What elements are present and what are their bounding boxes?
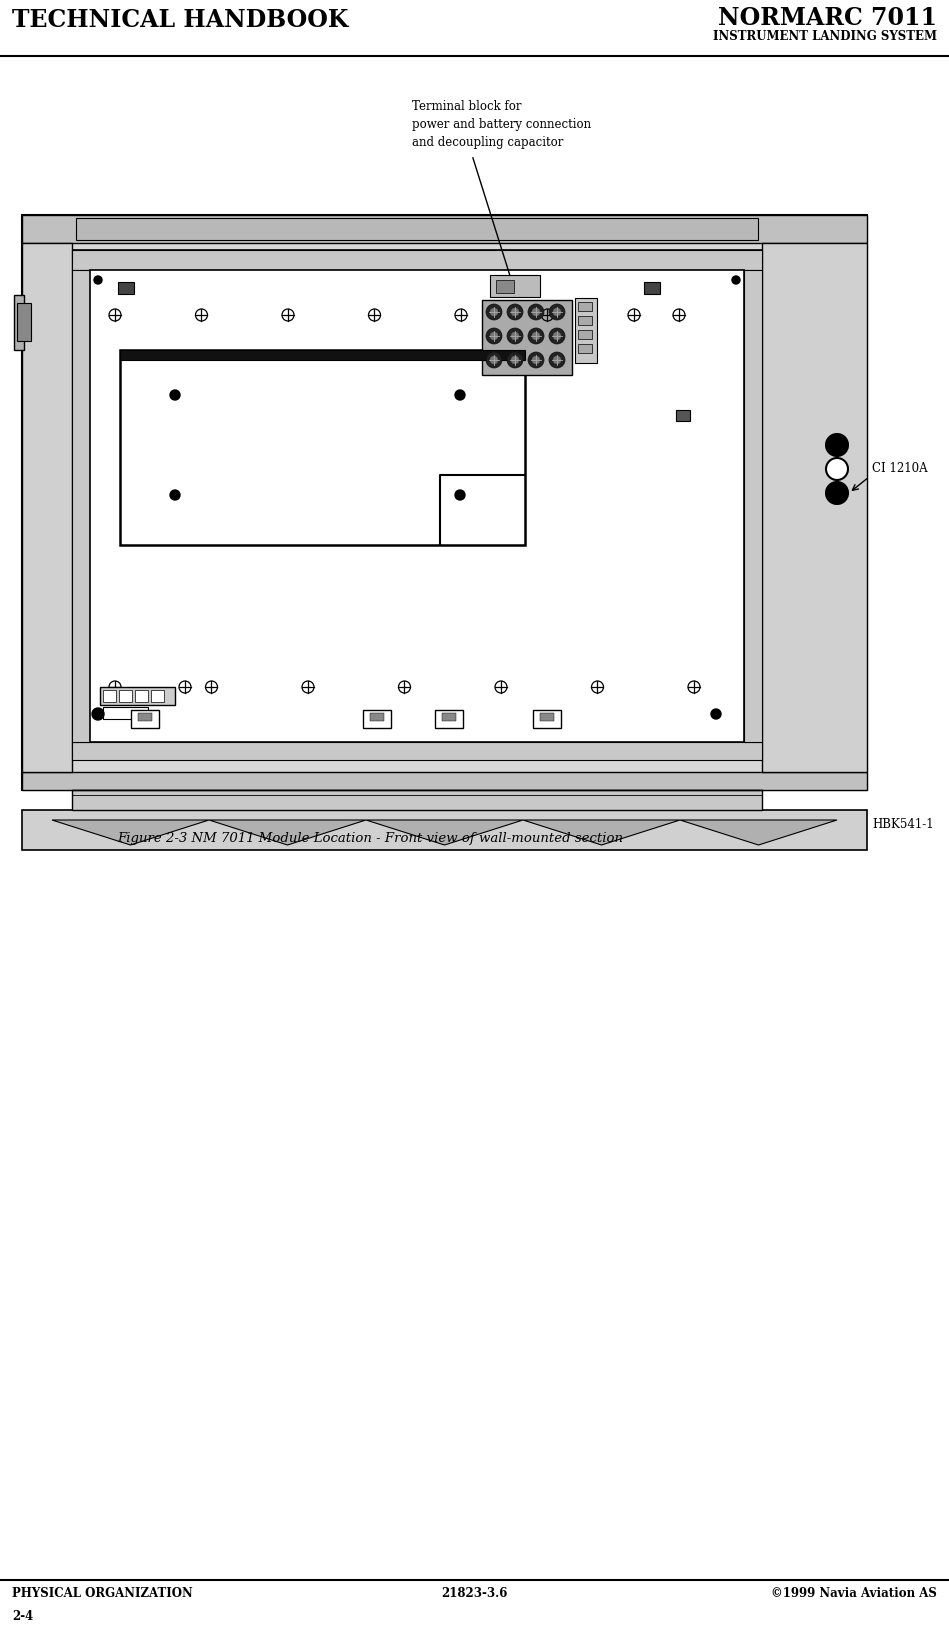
Circle shape — [711, 708, 721, 720]
Circle shape — [528, 304, 544, 320]
Bar — [118, 282, 134, 294]
Bar — [151, 690, 164, 702]
Bar — [138, 713, 152, 721]
Circle shape — [486, 328, 502, 344]
Text: CI 1210A: CI 1210A — [872, 462, 927, 475]
Bar — [370, 713, 384, 721]
Bar — [533, 710, 561, 728]
Circle shape — [455, 390, 465, 400]
Polygon shape — [52, 819, 209, 845]
Text: 2-4: 2-4 — [12, 1611, 33, 1622]
Polygon shape — [366, 819, 523, 845]
Bar — [76, 219, 758, 240]
Bar — [482, 300, 572, 375]
Bar — [120, 349, 525, 545]
Bar — [14, 295, 24, 349]
Bar — [135, 690, 148, 702]
Bar — [72, 250, 762, 761]
Text: NORMARC 7011: NORMARC 7011 — [718, 7, 937, 29]
Circle shape — [549, 353, 565, 367]
Circle shape — [507, 353, 523, 367]
Circle shape — [507, 304, 523, 320]
Bar — [17, 304, 31, 341]
Text: PHYSICAL ORGANIZATION: PHYSICAL ORGANIZATION — [12, 1586, 193, 1599]
Bar — [762, 243, 867, 772]
Circle shape — [490, 356, 498, 364]
Bar — [496, 281, 514, 294]
Bar — [72, 743, 762, 761]
Circle shape — [549, 328, 565, 344]
Circle shape — [553, 308, 561, 317]
Bar — [131, 710, 159, 728]
Bar — [578, 344, 592, 353]
Circle shape — [511, 331, 519, 339]
Circle shape — [553, 356, 561, 364]
Circle shape — [511, 356, 519, 364]
Circle shape — [732, 276, 740, 284]
Bar — [22, 809, 867, 850]
Text: Figure 2-3 NM 7011 Module Location - Front view of wall-mounted section: Figure 2-3 NM 7011 Module Location - Fro… — [117, 832, 623, 845]
Bar — [72, 250, 762, 269]
Text: 21823-3.6: 21823-3.6 — [441, 1586, 507, 1599]
Text: Terminal block for
power and battery connection
and decoupling capacitor: Terminal block for power and battery con… — [412, 100, 591, 149]
Bar — [22, 215, 867, 790]
Bar — [103, 690, 116, 702]
Circle shape — [486, 304, 502, 320]
Bar — [120, 349, 525, 361]
Bar — [578, 317, 592, 325]
Bar — [435, 710, 463, 728]
Bar — [72, 269, 90, 743]
Circle shape — [92, 708, 104, 720]
Text: ©1999 Navia Aviation AS: ©1999 Navia Aviation AS — [772, 1586, 937, 1599]
Bar — [22, 772, 867, 790]
Bar — [442, 713, 456, 721]
Circle shape — [490, 308, 498, 317]
Text: HBK541-1: HBK541-1 — [872, 819, 934, 831]
Bar — [490, 276, 540, 297]
Text: TECHNICAL HANDBOOK: TECHNICAL HANDBOOK — [12, 8, 348, 33]
Circle shape — [486, 353, 502, 367]
Circle shape — [826, 481, 848, 504]
Circle shape — [532, 356, 540, 364]
Polygon shape — [680, 819, 837, 845]
Bar — [90, 269, 744, 743]
Text: INSTRUMENT LANDING SYSTEM: INSTRUMENT LANDING SYSTEM — [713, 29, 937, 42]
Circle shape — [528, 353, 544, 367]
Circle shape — [826, 459, 848, 480]
Bar — [644, 282, 660, 294]
Circle shape — [170, 490, 180, 499]
Bar — [72, 790, 762, 809]
Bar — [363, 710, 391, 728]
Bar — [744, 269, 762, 743]
Circle shape — [507, 328, 523, 344]
Bar — [578, 330, 592, 339]
Bar — [119, 690, 132, 702]
Bar — [22, 243, 72, 772]
Bar — [103, 707, 148, 720]
Bar — [22, 215, 867, 243]
Circle shape — [511, 308, 519, 317]
Polygon shape — [523, 819, 680, 845]
Polygon shape — [209, 819, 366, 845]
Circle shape — [549, 304, 565, 320]
Circle shape — [528, 328, 544, 344]
Circle shape — [826, 434, 848, 455]
Circle shape — [94, 276, 102, 284]
Bar — [578, 302, 592, 312]
Circle shape — [490, 331, 498, 339]
Circle shape — [532, 308, 540, 317]
Circle shape — [553, 331, 561, 339]
Bar — [676, 410, 690, 421]
Bar — [540, 713, 554, 721]
Circle shape — [532, 331, 540, 339]
Bar — [100, 687, 175, 705]
Circle shape — [455, 490, 465, 499]
Circle shape — [170, 390, 180, 400]
Bar — [575, 299, 597, 362]
